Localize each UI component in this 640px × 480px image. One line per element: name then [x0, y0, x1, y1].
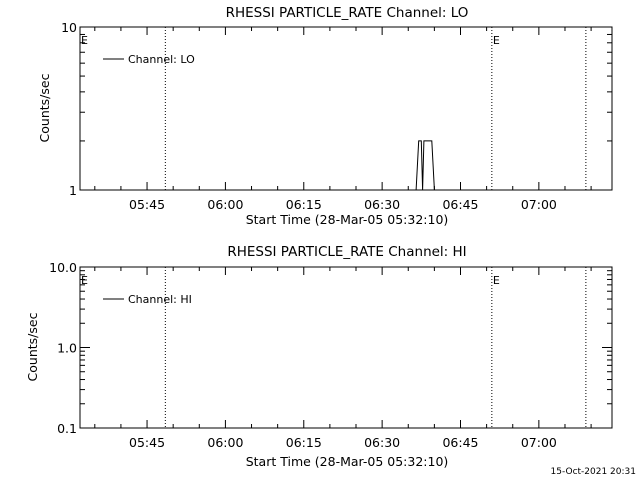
plot-frame [79, 26, 613, 191]
marker-label: E [493, 274, 500, 287]
x-tick-label: 06:15 [286, 197, 322, 212]
y-tick-label: 10 [61, 20, 77, 35]
y-tick-label: 1.0 [57, 341, 77, 356]
legend-label: Channel: HI [128, 293, 192, 306]
y-tick-label: 10.0 [49, 260, 77, 275]
marker-label: E [81, 34, 88, 47]
y-axis-label: Counts/sec [25, 312, 40, 381]
panel-lo: RHESSI PARTICLE_RATE Channel: LO Counts/… [37, 5, 613, 227]
plot-frame [79, 266, 613, 429]
x-tick-label: 06:45 [442, 435, 478, 450]
panel-hi: RHESSI PARTICLE_RATE Channel: HI Counts/… [25, 244, 613, 469]
series-layer [415, 140, 435, 191]
x-tick-label: 07:00 [521, 197, 557, 212]
x-axis-label: Start Time (28-Mar-05 05:32:10) [246, 454, 449, 469]
panel-title: RHESSI PARTICLE_RATE Channel: LO [226, 5, 469, 21]
x-tick-label: 06:15 [286, 435, 322, 450]
y-ticks: 0.1 1.0 10.0 [49, 260, 612, 436]
marker-label: E [493, 34, 500, 47]
marker-label: E [81, 274, 88, 287]
series-line [415, 140, 435, 191]
y-tick-label: 0.1 [57, 421, 77, 436]
x-tick-label: 06:45 [442, 197, 478, 212]
y-ticks: 1 10 [61, 20, 612, 198]
y-tick-label: 1 [69, 183, 77, 198]
x-tick-label: 06:30 [364, 435, 400, 450]
x-tick-label: 06:30 [364, 197, 400, 212]
legend-label: Channel: LO [128, 53, 195, 66]
x-tick-label: 06:00 [207, 197, 243, 212]
generation-timestamp: 15-Oct-2021 20:31 [551, 467, 636, 477]
x-tick-label: 07:00 [521, 435, 557, 450]
y-axis-label: Counts/sec [37, 73, 52, 142]
x-ticks: 05:45 06:00 06:15 06:30 06:45 07:00 [94, 267, 592, 450]
x-tick-label: 05:45 [129, 435, 165, 450]
panel-title: RHESSI PARTICLE_RATE Channel: HI [227, 244, 466, 260]
x-ticks: 05:45 06:00 06:15 06:30 06:45 07:00 [94, 27, 592, 212]
x-tick-label: 05:45 [129, 197, 165, 212]
x-axis-label: Start Time (28-Mar-05 05:32:10) [246, 212, 449, 227]
x-tick-label: 06:00 [207, 435, 243, 450]
